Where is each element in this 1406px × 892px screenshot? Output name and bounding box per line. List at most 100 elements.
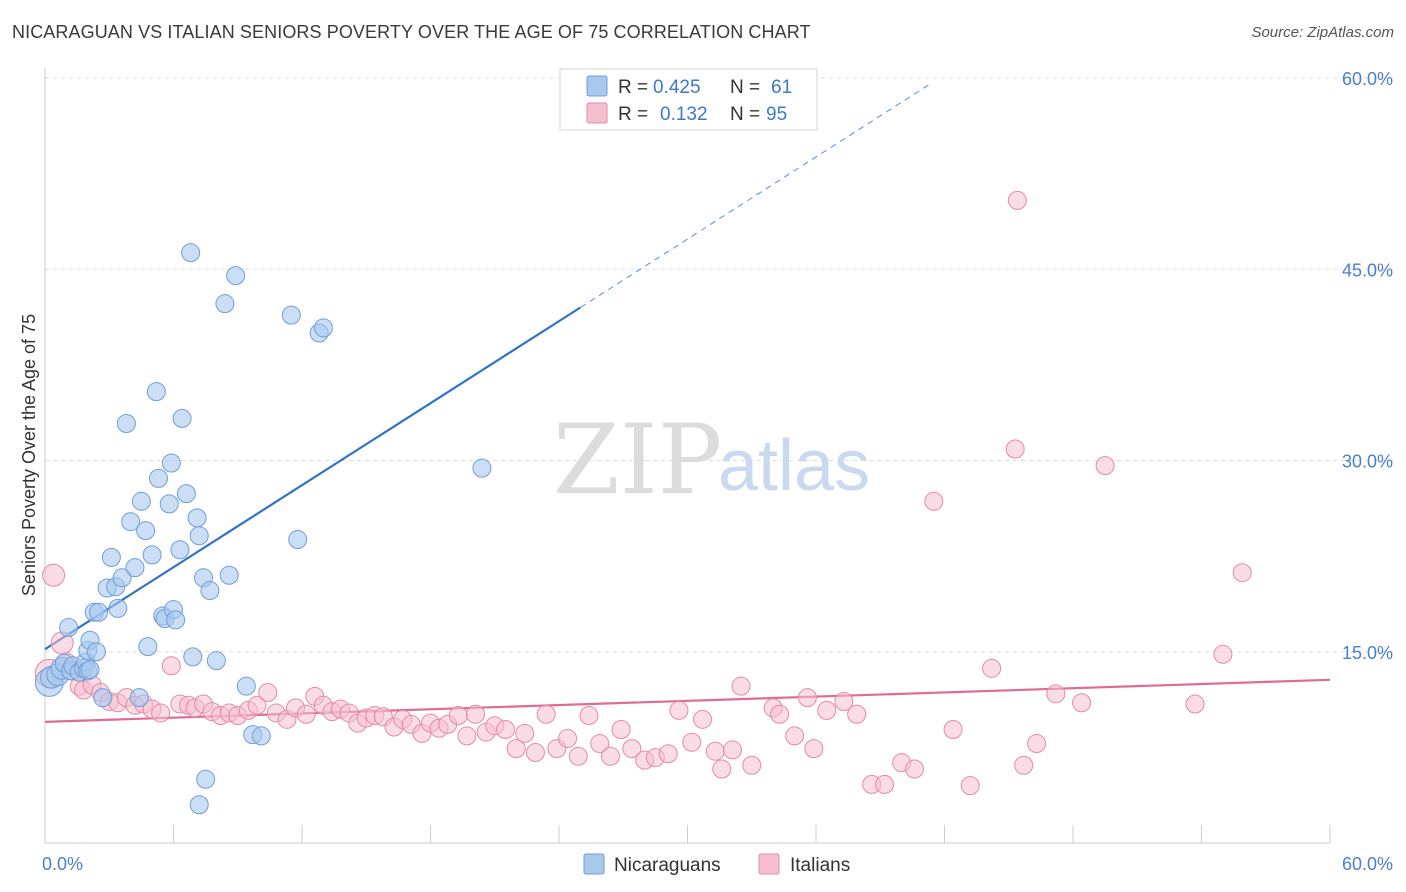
gridlines [45, 77, 1395, 653]
bottom-legend-label-nicaraguans: Nicaraguans [614, 855, 721, 876]
italian-point-86 [875, 774, 895, 794]
nicaraguan-point-62 [189, 795, 209, 815]
legend-n-value-1: 95 [766, 104, 787, 125]
nicaraguan-points [34, 243, 492, 815]
nicaraguan-point-54 [236, 676, 256, 696]
italian-point-69 [669, 700, 689, 720]
bottom-legend: Nicaraguans Italians [583, 853, 850, 876]
nicaraguan-point-23 [112, 568, 132, 588]
nicaraguan-point-43 [181, 243, 201, 263]
italian-point-65 [622, 739, 642, 759]
nicaraguan-point-32 [146, 382, 166, 402]
italian-point-96 [1027, 734, 1047, 754]
nicaraguan-point-44 [183, 647, 203, 667]
legend: R = 0.425 N = 61 R = 0.132 N = 95 [559, 68, 818, 131]
nicaraguan-point-29 [136, 521, 156, 541]
nicaraguan-point-52 [219, 565, 239, 585]
nicaraguan-point-25 [121, 512, 141, 532]
italian-point-56 [525, 742, 545, 762]
nicaraguan-point-17 [89, 602, 109, 622]
source-label: Source: ZipAtlas.com [1251, 24, 1394, 41]
italian-point-80 [797, 688, 817, 708]
italian-point-27 [258, 683, 278, 703]
bottom-legend-label-italians: Italians [790, 855, 850, 876]
nicaraguan-point-22 [108, 598, 128, 618]
italian-point-60 [568, 746, 588, 766]
nicaraguan-point-26 [125, 558, 145, 578]
italian-point-61 [579, 706, 599, 725]
italian-point-75 [731, 676, 751, 696]
watermark-zip: ZIP [553, 404, 722, 516]
nicaraguan-point-24 [116, 414, 136, 434]
italian-point-57 [536, 704, 556, 724]
nicaraguan-point-28 [131, 491, 151, 511]
nicaraguan-point-50 [206, 651, 226, 671]
nicaraguan-point-36 [159, 494, 179, 514]
italian-point-16 [161, 656, 181, 676]
italian-point-78 [770, 704, 790, 724]
nicaraguan-point-46 [189, 526, 209, 546]
bottom-legend-swatch-nicaraguans [583, 853, 605, 875]
bottom-legend-swatch-italians [758, 853, 780, 875]
italian-point-63 [600, 746, 620, 766]
legend-n-value-0: 61 [771, 77, 792, 98]
y-axis-title: Seniors Poverty Over the Age of 75 [19, 314, 39, 596]
trendline-italians [44, 678, 1331, 723]
italian-point-76 [742, 755, 762, 775]
x-tick-label-min: 0.0% [42, 854, 83, 874]
italian-point-81 [804, 739, 824, 759]
italian-point-68 [658, 744, 678, 764]
italian-point-70 [682, 732, 702, 752]
y-tick-label-0: 15.0% [1342, 643, 1393, 663]
nicaraguan-point-60 [313, 318, 333, 338]
italian-point-98 [1072, 693, 1092, 713]
trendline-nicaraguans [44, 306, 582, 651]
legend-r-value-1: 0.132 [660, 104, 708, 125]
italian-point-92 [982, 658, 1002, 678]
italian-point-62 [590, 734, 610, 754]
italian-point-49 [457, 726, 477, 746]
italian-point-59 [558, 728, 578, 748]
axes [44, 68, 1331, 844]
italian-point-72 [705, 741, 725, 761]
legend-r-value-0: 0.425 [653, 77, 701, 98]
nicaraguan-point-13 [80, 660, 100, 680]
nicaraguan-point-37 [161, 453, 181, 473]
nicaraguan-point-57 [281, 305, 301, 325]
watermark: ZIP atlas [553, 404, 870, 516]
italian-point-100 [1185, 694, 1205, 714]
italian-point-1 [42, 563, 66, 587]
italian-point-71 [692, 709, 712, 729]
legend-r-label-1: R = [618, 104, 648, 125]
italian-point-95 [1014, 755, 1034, 775]
trendline-nicaraguans-extension [580, 83, 930, 308]
tick-labels: 15.0% 30.0% 45.0% 60.0% 0.0% 60.0% [42, 69, 1393, 874]
italian-point-50 [465, 704, 485, 724]
italian-point-53 [495, 720, 515, 740]
nicaraguan-point-5 [59, 618, 79, 638]
italian-point-90 [943, 720, 963, 740]
nicaraguan-point-49 [200, 581, 220, 601]
italian-point-48 [448, 706, 468, 725]
italian-point-64 [611, 720, 631, 740]
italian-point-79 [785, 726, 805, 746]
nicaraguan-point-18 [93, 688, 113, 708]
italian-point-83 [834, 691, 854, 711]
italian-point-15 [151, 703, 171, 723]
italian-point-89 [924, 491, 944, 511]
italian-point-74 [722, 740, 742, 760]
nicaraguan-point-30 [138, 637, 158, 657]
italian-point-94 [1007, 190, 1027, 210]
italian-point-26 [247, 695, 267, 715]
nicaraguan-point-61 [472, 458, 492, 478]
legend-swatch-nicaraguan [586, 75, 608, 97]
y-tick-label-3: 60.0% [1342, 69, 1393, 89]
italian-point-31 [296, 704, 316, 724]
italian-point-91 [960, 776, 980, 796]
watermark-atlas: atlas [718, 426, 870, 506]
y-tick-label-1: 30.0% [1342, 452, 1393, 472]
nicaraguan-point-48 [196, 769, 216, 789]
y-tick-label-2: 45.0% [1342, 260, 1393, 280]
italian-point-73 [712, 759, 732, 779]
